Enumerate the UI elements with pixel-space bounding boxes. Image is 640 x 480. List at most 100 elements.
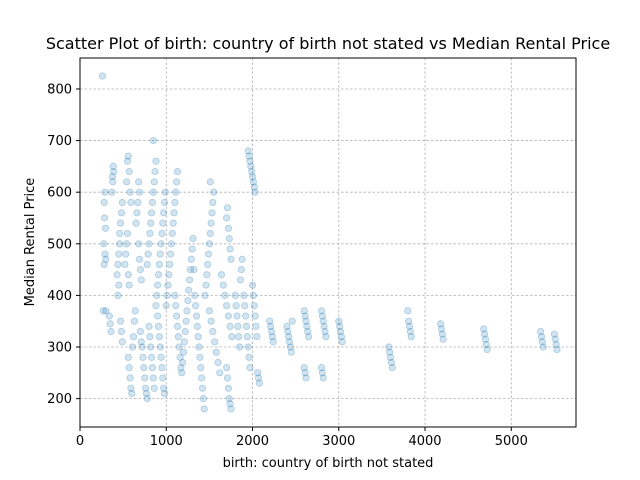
data-point [319,374,327,382]
data-point [131,307,139,315]
data-point [150,384,158,392]
data-point [134,198,142,207]
grid [79,58,576,427]
data-point [158,229,166,238]
data-point [127,198,135,207]
data-point [168,229,176,238]
data-point [173,312,181,320]
data-point [177,364,185,372]
data-point [157,353,165,361]
data-point [537,333,546,341]
data-point [149,136,157,145]
data-point [192,312,201,320]
data-point [173,167,182,176]
data-point [161,188,169,196]
data-point [138,343,146,351]
data-point [156,343,164,351]
data-point [117,327,126,336]
data-point [118,338,126,346]
data-point [210,188,218,196]
data-point [285,333,293,341]
data-point [101,224,110,232]
data-point [216,369,224,377]
data-point [335,317,343,325]
data-point [156,250,164,258]
data-point [167,240,176,248]
x-tick-label: 5000 [495,434,528,449]
data-point [109,162,117,170]
y-axis-label: Median Rental Price [23,178,38,307]
data-point [125,281,133,289]
data-point [157,240,165,248]
data-point [164,281,172,289]
data-point [300,364,308,372]
data-point [438,330,446,338]
data-point [160,209,168,217]
data-point [176,353,184,361]
data-point [219,281,227,289]
x-tick-label: 1000 [150,434,183,449]
data-point [162,302,170,310]
data-point [235,333,243,341]
data-point [121,260,129,269]
data-point [100,198,108,207]
data-point [181,327,189,336]
data-point [207,219,215,227]
data-point [317,364,326,372]
data-point [99,307,107,315]
data-point [180,338,188,346]
data-point [148,364,157,372]
x-tick-label: 2000 [236,434,269,449]
data-point [149,374,157,382]
data-point [143,395,151,403]
data-point [268,333,276,341]
data-point [238,255,246,263]
data-point [288,317,296,325]
data-point [205,307,213,315]
y-tick-label: 700 [47,134,72,149]
data-point [114,291,122,299]
data-point [301,369,309,377]
data-point [482,340,490,349]
x-axis-label: birth: country of birth not stated [223,456,434,471]
data-point [154,312,162,320]
data-point [122,240,131,248]
data-point [136,327,144,336]
data-point [116,317,125,325]
data-point [126,374,134,382]
data-point [146,333,154,341]
data-point [148,198,157,207]
data-point [145,322,153,330]
data-point [159,219,167,227]
data-point [147,219,155,227]
data-point [286,343,295,351]
data-point [224,224,232,232]
data-point [318,369,326,377]
data-point [116,229,124,238]
data-point [283,322,291,330]
data-point [388,364,396,372]
data-point [538,338,546,346]
data-point [132,219,140,227]
data-point [199,395,207,403]
data-point [267,327,276,336]
data-point [208,209,216,217]
data-point [154,271,163,279]
data-point [105,312,113,320]
data-point [101,188,109,196]
data-point [98,72,107,80]
y-tick-label: 500 [47,237,72,252]
data-point [480,330,489,338]
data-point [233,312,241,320]
data-point [115,281,123,289]
data-point [154,281,162,289]
data-point [248,173,257,181]
data-point [318,312,326,320]
data-point [115,250,123,258]
data-point [117,209,126,217]
data-point [387,358,396,367]
data-point [122,178,131,186]
data-point [194,333,202,341]
data-point [287,348,295,356]
data-point [204,250,213,258]
